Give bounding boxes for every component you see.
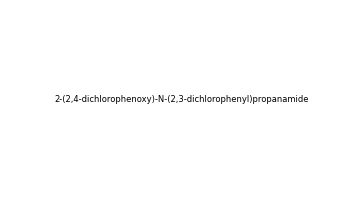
Text: 2-(2,4-dichlorophenoxy)-N-(2,3-dichlorophenyl)propanamide: 2-(2,4-dichlorophenoxy)-N-(2,3-dichlorop… (55, 94, 309, 104)
